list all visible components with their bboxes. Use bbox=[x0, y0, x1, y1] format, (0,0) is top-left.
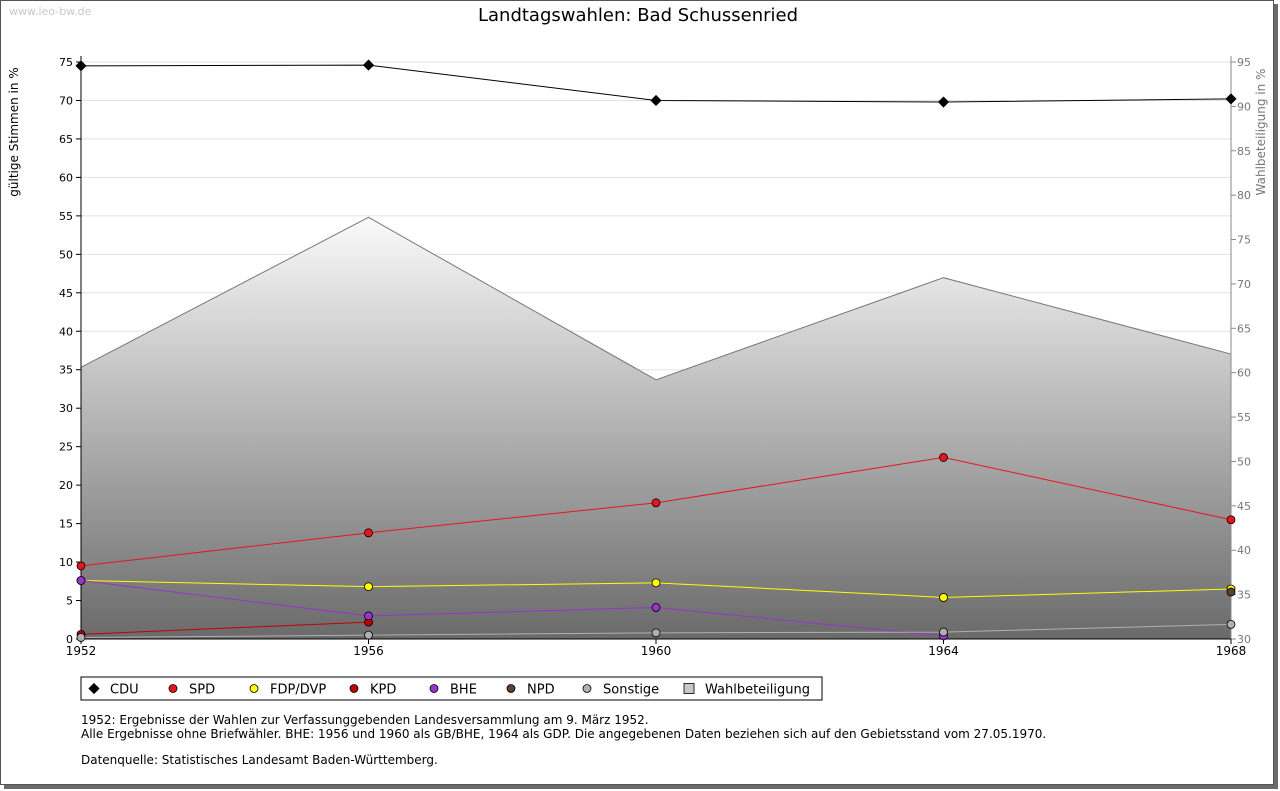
legend-label: BHE bbox=[450, 683, 477, 698]
y-tick-label: 50 bbox=[59, 248, 73, 261]
legend-item: BHE bbox=[429, 683, 477, 698]
source-note: Datenquelle: Statistisches Landesamt Bad… bbox=[81, 753, 438, 767]
series-sonstige bbox=[76, 619, 1236, 642]
data-point bbox=[939, 627, 948, 637]
data-point bbox=[650, 94, 662, 107]
x-tick-label: 1968 bbox=[1216, 644, 1247, 658]
legend-marker bbox=[349, 684, 359, 693]
y-tick-label: 30 bbox=[59, 402, 73, 415]
x-tick-label: 1952 bbox=[66, 644, 97, 658]
data-point bbox=[939, 453, 948, 462]
y2-tick-label: 30 bbox=[1237, 633, 1251, 646]
x-tick-label: 1964 bbox=[928, 644, 959, 658]
x-tick-label: 1956 bbox=[353, 644, 384, 658]
x-tick-label: 1960 bbox=[641, 644, 672, 658]
data-point bbox=[76, 576, 86, 585]
y2-tick-label: 75 bbox=[1237, 234, 1251, 247]
chart-title: Landtagswahlen: Bad Schussenried bbox=[478, 5, 798, 26]
y-tick-label: 15 bbox=[59, 518, 73, 531]
data-point bbox=[939, 593, 948, 602]
y2-tick-label: 55 bbox=[1237, 411, 1251, 424]
turnout-area-line bbox=[80, 216, 1232, 381]
legend-marker bbox=[429, 684, 439, 693]
legend-label: Sonstige bbox=[603, 683, 659, 698]
data-point bbox=[364, 528, 373, 538]
y-tick-label: 0 bbox=[66, 633, 73, 646]
legend-label: KPD bbox=[370, 683, 396, 698]
legend-marker bbox=[168, 684, 178, 693]
data-point bbox=[651, 628, 661, 638]
turnout-area bbox=[81, 217, 1231, 639]
note-line-1: 1952: Ergebnisse der Wahlen zur Verfassu… bbox=[81, 713, 649, 727]
legend-label: SPD bbox=[189, 683, 215, 698]
data-point bbox=[76, 561, 86, 571]
legend-marker bbox=[683, 683, 695, 694]
legend-label: FDP/DVP bbox=[270, 683, 326, 698]
legend-label: CDU bbox=[110, 683, 139, 698]
legend-marker bbox=[88, 682, 100, 695]
note-line-2: Alle Ergebnisse ohne Briefwähler. BHE: 1… bbox=[81, 727, 1047, 741]
data-point bbox=[364, 611, 373, 621]
data-point bbox=[651, 578, 661, 588]
y2-tick-label: 95 bbox=[1237, 56, 1251, 69]
series-cdu bbox=[75, 59, 1237, 108]
y-tick-label: 35 bbox=[59, 364, 73, 377]
legend-marker bbox=[582, 684, 592, 693]
data-point bbox=[362, 59, 375, 71]
y2-axis-label: Wahlbeteiligung in % bbox=[1254, 69, 1268, 196]
legend-marker bbox=[249, 684, 259, 693]
y2-tick-label: 35 bbox=[1237, 589, 1251, 602]
data-point bbox=[1225, 93, 1237, 105]
y-tick-label: 55 bbox=[59, 210, 73, 223]
legend-item: KPD bbox=[349, 683, 396, 698]
y-tick-label: 40 bbox=[59, 325, 73, 338]
series-spd bbox=[76, 453, 1236, 571]
y2-tick-label: 65 bbox=[1237, 322, 1251, 335]
y-tick-label: 10 bbox=[59, 556, 73, 569]
legend-item: CDU bbox=[88, 682, 139, 698]
legend-item: FDP/DVP bbox=[249, 683, 326, 698]
data-point bbox=[651, 603, 661, 612]
series-line bbox=[80, 621, 369, 635]
y-tick-label: 70 bbox=[59, 94, 73, 107]
legend-box bbox=[80, 676, 823, 701]
legend-marker bbox=[506, 684, 516, 693]
y-tick-label: 60 bbox=[59, 171, 73, 184]
watermark: www.leo-bw.de bbox=[9, 5, 92, 18]
series-line bbox=[80, 580, 944, 637]
legend-label: NPD bbox=[527, 683, 555, 698]
data-point bbox=[364, 582, 373, 592]
y-tick-label: 20 bbox=[59, 479, 73, 492]
data-point bbox=[1226, 515, 1236, 525]
data-point bbox=[76, 633, 86, 642]
legend-item: Sonstige bbox=[582, 683, 659, 698]
legend-item: SPD bbox=[168, 683, 215, 698]
data-point bbox=[1226, 587, 1236, 597]
y2-tick-label: 90 bbox=[1237, 100, 1251, 113]
data-point bbox=[364, 630, 373, 640]
y2-tick-label: 80 bbox=[1237, 189, 1251, 202]
y2-tick-label: 60 bbox=[1237, 367, 1251, 380]
data-point bbox=[651, 498, 661, 508]
y2-tick-label: 50 bbox=[1237, 455, 1251, 468]
y-axis-label: gültige Stimmen in % bbox=[7, 67, 21, 196]
y2-tick-label: 45 bbox=[1237, 500, 1251, 513]
data-point bbox=[75, 60, 87, 72]
series-npd bbox=[1226, 587, 1236, 597]
y-tick-label: 25 bbox=[59, 441, 73, 454]
y-tick-label: 75 bbox=[59, 56, 73, 69]
y2-tick-label: 40 bbox=[1237, 544, 1251, 557]
y-tick-label: 65 bbox=[59, 133, 73, 146]
y-tick-label: 45 bbox=[59, 287, 73, 300]
y2-tick-label: 85 bbox=[1237, 145, 1251, 158]
legend-label: Wahlbeteiligung bbox=[705, 683, 810, 698]
legend-item: NPD bbox=[506, 683, 555, 698]
data-point bbox=[937, 96, 950, 108]
legend-item: Wahlbeteiligung bbox=[683, 683, 810, 698]
y2-tick-label: 70 bbox=[1237, 278, 1251, 291]
y-tick-label: 5 bbox=[66, 595, 73, 608]
data-point bbox=[1226, 619, 1236, 629]
